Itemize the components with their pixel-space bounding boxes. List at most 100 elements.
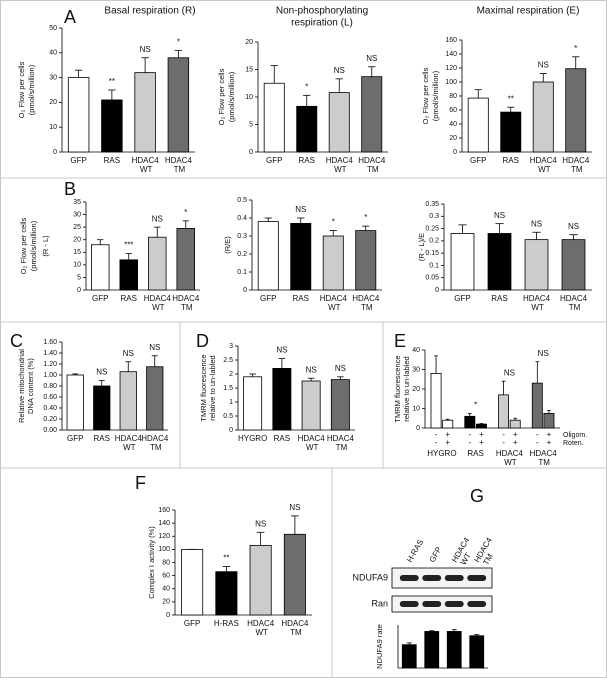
annotation: ** <box>508 94 514 103</box>
x-tick-label: RAS <box>299 156 315 165</box>
bar <box>283 533 306 616</box>
y-tick-label: 160 <box>445 37 457 44</box>
x-tick-label: RAS <box>491 294 507 303</box>
condition-sign: + <box>513 430 518 439</box>
y-tick-label: 40 <box>162 586 170 593</box>
x-tick-label: HDAC4 TM <box>560 294 588 312</box>
y-tick-label: 3 <box>229 343 233 350</box>
y-tick-label: 2 <box>229 371 233 378</box>
blot-band <box>444 575 464 581</box>
label-line: HDAC4 <box>530 449 558 458</box>
y-tick-label: 0 <box>166 612 170 619</box>
y-tick-label: 50 <box>49 25 57 32</box>
x-tick-label: HDAC4 WT <box>530 156 558 174</box>
blot-band <box>422 575 442 581</box>
y-tick-label: 1.20 <box>43 361 57 368</box>
x-tick-label: HDAC4 WT <box>496 449 524 467</box>
annotation: * <box>332 218 335 227</box>
annotation: ** <box>223 554 229 563</box>
x-tick-label: GFP <box>92 294 108 303</box>
bar <box>450 233 475 291</box>
label-line: HDAC4 <box>141 434 169 443</box>
annotation: NS <box>531 219 542 228</box>
annotation: NS <box>123 349 134 358</box>
y-tick-label: 140 <box>445 51 457 58</box>
annotation: NS <box>96 368 107 377</box>
y-tick-label: 60 <box>449 107 457 114</box>
x-tick-label: GFP <box>260 294 276 303</box>
y-tick-label: 30 <box>73 211 81 218</box>
condition-sign: + <box>479 438 484 447</box>
annotation: NS <box>366 54 377 63</box>
y-tick-label: 1.00 <box>43 372 57 379</box>
annotation: * <box>474 400 477 409</box>
y-tick-label: 0 <box>53 149 57 156</box>
label-line: TM <box>365 165 379 174</box>
condition-sign: + <box>445 438 450 447</box>
label-line: HDAC4 <box>281 619 309 628</box>
label-line: TM <box>172 165 186 174</box>
bar <box>531 382 543 429</box>
label-line: HDAC4 <box>358 156 386 165</box>
y-tick-label: 120 <box>158 533 170 540</box>
y-axis-label: NDUFA9 rate <box>375 624 384 669</box>
bar <box>467 97 489 153</box>
label-line: HDAC4 <box>530 156 558 165</box>
blot-band <box>467 601 487 607</box>
bar <box>330 379 350 431</box>
y-axis-label: (pmol/s/million) <box>227 71 236 122</box>
y-tick-label: 0 <box>249 149 253 156</box>
bar <box>561 239 586 291</box>
bar <box>67 77 90 153</box>
blot-band <box>444 601 464 607</box>
x-tick-label: HDAC4 WT <box>115 434 143 452</box>
x-tick-label: HDAC4 WT <box>132 156 160 174</box>
annotation: * <box>364 213 367 222</box>
x-tick-label: HYGRO <box>427 449 456 458</box>
x-tick-label: GFP <box>454 294 470 303</box>
bar <box>272 367 292 431</box>
y-tick-label: 35 <box>73 199 81 206</box>
condition-sign: - <box>502 430 505 439</box>
y-tick-label: 0 <box>435 287 439 294</box>
annotation: NS <box>289 503 300 512</box>
label-line: TM <box>359 303 373 312</box>
bar <box>475 423 487 429</box>
y-tick-label: 0.5 <box>237 197 247 204</box>
label-line: HDAC4 <box>327 434 355 443</box>
bar <box>119 259 138 291</box>
annotation: NS <box>494 211 505 220</box>
annotation: NS <box>295 205 306 214</box>
x-tick-label: HDAC4 TM <box>141 434 169 452</box>
blot-band <box>422 601 442 607</box>
bar <box>215 571 238 616</box>
y-tick-label: 80 <box>162 559 170 566</box>
y-axis-label: O₂ Flow per cells <box>17 61 26 118</box>
y-tick-label: 0.3 <box>237 233 247 240</box>
bar <box>464 415 476 429</box>
y-axis-label: relative to un-labled <box>402 356 411 421</box>
y-tick-label: 2.5 <box>223 357 233 364</box>
label-line: WT <box>529 303 544 312</box>
y-tick-label: 0.2 <box>429 238 439 245</box>
bar <box>469 635 485 669</box>
annotation: * <box>574 44 577 53</box>
x-tick-label: GFP <box>70 156 86 165</box>
y-tick-label: 0 <box>453 149 457 156</box>
y-axis-label: (R - L) <box>41 235 50 257</box>
y-tick-label: 1 <box>229 399 233 406</box>
label-line: HDAC4 <box>326 156 354 165</box>
bar <box>249 545 272 616</box>
annotation: NS <box>152 214 163 223</box>
bar <box>167 57 190 153</box>
annotation: NS <box>276 346 287 355</box>
x-tick-label: HDAC4 WT <box>247 619 275 637</box>
condition-sign: - <box>536 438 539 447</box>
panel-letter: D <box>196 331 209 351</box>
bar <box>101 99 123 153</box>
label-line: WT <box>536 165 551 174</box>
x-tick-label: HDAC4 WT <box>326 156 354 174</box>
label-line: TM <box>334 443 348 452</box>
panel-letter: G <box>470 486 484 506</box>
